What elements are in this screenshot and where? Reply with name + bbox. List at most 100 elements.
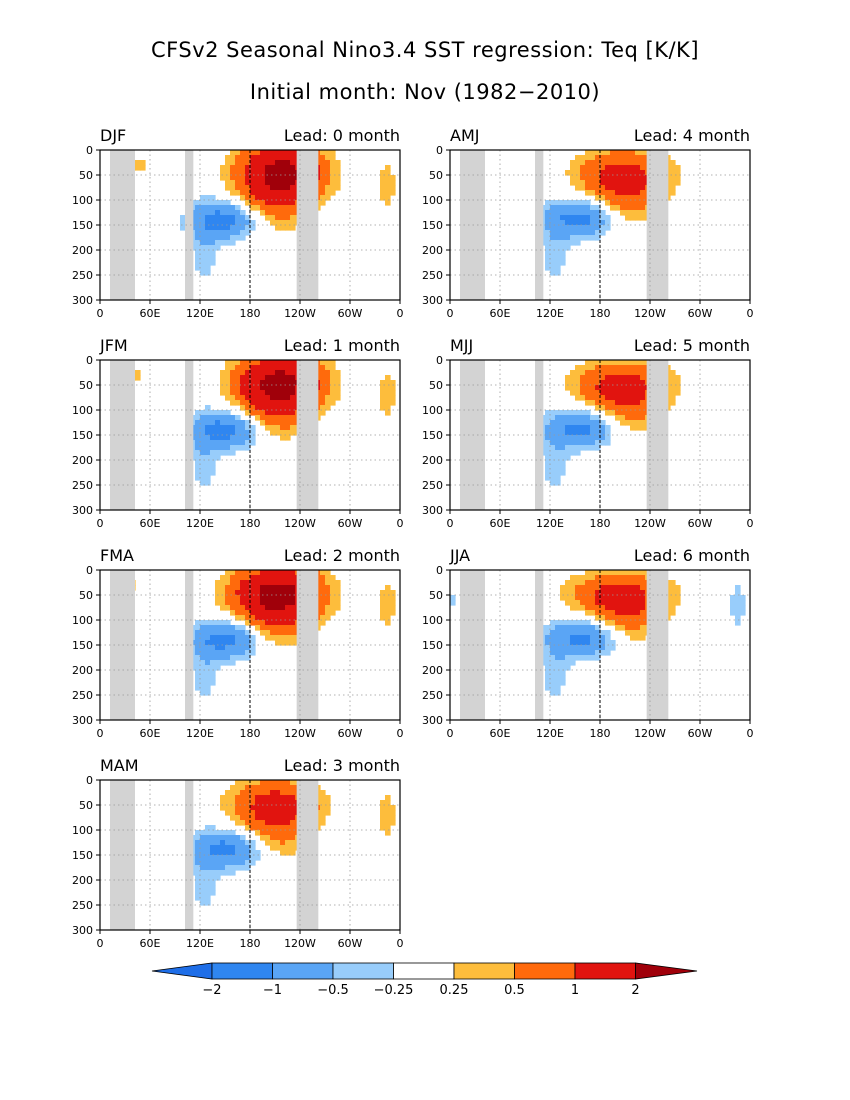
heatmap-cell bbox=[240, 785, 246, 791]
heatmap-cell bbox=[380, 400, 386, 406]
heatmap-cell bbox=[270, 815, 276, 821]
x-tick-label: 120E bbox=[186, 727, 214, 740]
heatmap-cell bbox=[250, 170, 256, 176]
y-tick-label: 100 bbox=[72, 614, 93, 627]
heatmap-cell bbox=[595, 180, 601, 186]
heatmap-cell bbox=[285, 200, 291, 206]
heatmap-cell bbox=[640, 380, 646, 386]
heatmap-field bbox=[125, 360, 396, 486]
heatmap-cell bbox=[210, 880, 216, 886]
heatmap-cell bbox=[280, 155, 286, 161]
heatmap-cell bbox=[320, 590, 326, 596]
heatmap-cell bbox=[570, 440, 576, 446]
heatmap-cell bbox=[225, 795, 231, 801]
heatmap-cell bbox=[250, 845, 256, 851]
heatmap-cell bbox=[245, 400, 251, 406]
heatmap-cell bbox=[570, 215, 576, 221]
colorbar-label: −1 bbox=[263, 983, 282, 998]
y-tick-label: 50 bbox=[79, 169, 93, 182]
heatmap-cell bbox=[640, 150, 646, 156]
heatmap-cell bbox=[550, 630, 556, 636]
heatmap-cell bbox=[210, 250, 216, 256]
heatmap-cell bbox=[235, 155, 241, 161]
heatmap-cell bbox=[570, 170, 576, 176]
heatmap-cell bbox=[285, 625, 291, 631]
heatmap-cell bbox=[330, 365, 336, 371]
heatmap-cell bbox=[545, 655, 551, 661]
heatmap-cell bbox=[570, 205, 576, 211]
heatmap-cell bbox=[575, 620, 581, 626]
heatmap-cell bbox=[590, 160, 596, 166]
heatmap-cell bbox=[625, 210, 631, 216]
heatmap-cell bbox=[625, 175, 631, 181]
heatmap-cell bbox=[245, 195, 251, 201]
heatmap-cell bbox=[385, 805, 391, 811]
heatmap-cell bbox=[325, 375, 331, 381]
heatmap-cell bbox=[195, 865, 201, 871]
heatmap-cell bbox=[270, 410, 276, 416]
heatmap-cell bbox=[225, 860, 231, 866]
heatmap-cell bbox=[625, 160, 631, 166]
heatmap-cell bbox=[630, 595, 636, 601]
heatmap-cell bbox=[220, 450, 226, 456]
heatmap-cell bbox=[250, 165, 256, 171]
heatmap-cell bbox=[675, 180, 681, 186]
heatmap-cell bbox=[600, 610, 606, 616]
heatmap-cell bbox=[270, 360, 276, 366]
heatmap-cell bbox=[600, 360, 606, 366]
heatmap-cell bbox=[230, 815, 236, 821]
heatmap-cell bbox=[245, 375, 251, 381]
heatmap-cell bbox=[285, 615, 291, 621]
heatmap-cell bbox=[200, 480, 206, 486]
heatmap-cell bbox=[625, 380, 631, 386]
heatmap-cell bbox=[555, 665, 561, 671]
heatmap-cell bbox=[230, 375, 236, 381]
heatmap-cell bbox=[575, 165, 581, 171]
heatmap-cell bbox=[585, 445, 591, 451]
heatmap-cell bbox=[265, 585, 271, 591]
heatmap-cell bbox=[215, 215, 221, 221]
heatmap-cell bbox=[555, 475, 561, 481]
heatmap-cell bbox=[675, 600, 681, 606]
heatmap-cell bbox=[625, 605, 631, 611]
heatmap-cell bbox=[260, 830, 266, 836]
heatmap-cell bbox=[285, 590, 291, 596]
heatmap-cell bbox=[260, 210, 266, 216]
heatmap-cell bbox=[195, 435, 201, 441]
heatmap-cell bbox=[590, 395, 596, 401]
y-tick-label: 200 bbox=[422, 664, 443, 677]
x-tick-label: 180 bbox=[240, 727, 261, 740]
heatmap-cell bbox=[600, 590, 606, 596]
heatmap-cell bbox=[235, 840, 241, 846]
heatmap-cell bbox=[205, 235, 211, 241]
heatmap-cell bbox=[205, 440, 211, 446]
heatmap-cell bbox=[570, 430, 576, 436]
heatmap-cell bbox=[245, 365, 251, 371]
heatmap-cell bbox=[270, 400, 276, 406]
heatmap-cell bbox=[565, 650, 571, 656]
heatmap-cell bbox=[580, 650, 586, 656]
heatmap-cell bbox=[260, 595, 266, 601]
heatmap-cell bbox=[225, 790, 231, 796]
heatmap-cell bbox=[575, 445, 581, 451]
heatmap-cell bbox=[565, 440, 571, 446]
heatmap-cell bbox=[270, 175, 276, 181]
y-tick-label: 100 bbox=[422, 194, 443, 207]
heatmap-cell bbox=[220, 635, 226, 641]
heatmap-cell bbox=[290, 185, 296, 191]
heatmap-cell bbox=[635, 620, 641, 626]
heatmap-cell bbox=[235, 190, 241, 196]
heatmap-cell bbox=[210, 410, 216, 416]
heatmap-cell bbox=[335, 380, 341, 386]
heatmap-cell bbox=[590, 630, 596, 636]
heatmap-cell bbox=[200, 195, 206, 201]
heatmap-cell bbox=[600, 380, 606, 386]
heatmap-cell bbox=[390, 810, 396, 816]
heatmap-cell bbox=[575, 205, 581, 211]
heatmap-cell bbox=[620, 400, 626, 406]
heatmap-cell bbox=[615, 180, 621, 186]
x-tick-label: 120W bbox=[284, 517, 316, 530]
heatmap-cell bbox=[270, 795, 276, 801]
heatmap-cell bbox=[635, 365, 641, 371]
